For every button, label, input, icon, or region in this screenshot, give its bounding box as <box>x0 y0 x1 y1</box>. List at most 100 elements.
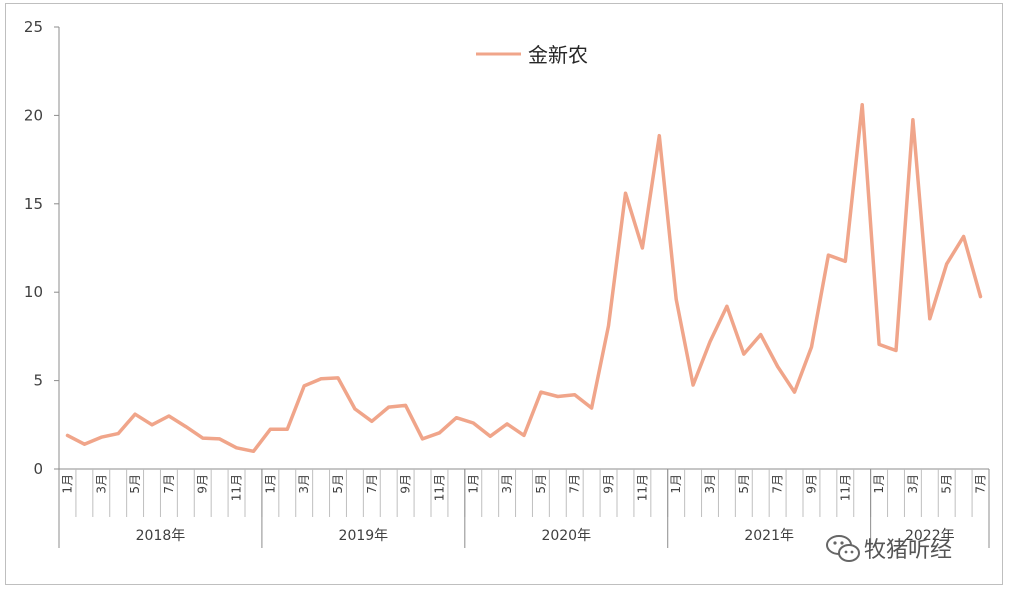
x-tick-label: 9月 <box>399 474 413 494</box>
data-point <box>167 414 171 418</box>
data-point <box>252 449 255 453</box>
data-point <box>556 395 560 398</box>
series-line <box>65 103 983 454</box>
x-tick-label: 7月 <box>771 474 785 494</box>
x-tick-label: 5月 <box>331 474 345 494</box>
data-point <box>539 390 543 394</box>
x-tick-label: 11月 <box>432 474 446 501</box>
data-point <box>911 118 915 122</box>
data-point <box>302 384 306 388</box>
data-point <box>82 442 86 446</box>
data-point <box>99 435 103 439</box>
data-point <box>810 345 813 349</box>
y-tick-label: 0 <box>33 460 43 478</box>
data-point <box>116 432 120 436</box>
year-label: 2021年 <box>744 528 794 544</box>
data-point <box>133 412 137 416</box>
data-point <box>590 406 594 410</box>
data-point <box>150 423 154 427</box>
year-label: 2019年 <box>339 528 389 544</box>
data-point <box>201 436 205 440</box>
x-tick-label: 1月 <box>466 474 480 494</box>
data-point <box>607 324 610 328</box>
data-point <box>708 340 712 344</box>
data-point <box>945 262 949 266</box>
x-tick-label: 3月 <box>500 474 514 494</box>
data-point <box>928 317 932 321</box>
data-point <box>319 377 323 381</box>
x-tick-label: 5月 <box>128 474 142 494</box>
x-tick-label: 1月 <box>872 474 886 494</box>
data-point <box>793 390 796 394</box>
data-point <box>404 403 408 407</box>
data-point <box>268 427 272 431</box>
x-tick-label: 3月 <box>906 474 920 494</box>
data-point <box>235 446 238 450</box>
data-point <box>471 421 475 425</box>
data-point <box>826 253 830 257</box>
x-tick-label: 1月 <box>669 474 683 494</box>
y-tick-label: 10 <box>24 283 43 301</box>
data-point <box>860 103 864 107</box>
data-point <box>979 295 982 299</box>
x-tick-label: 3月 <box>703 474 717 494</box>
x-tick-label: 1月 <box>60 474 74 494</box>
data-point <box>66 433 69 437</box>
x-tick-label: 3月 <box>94 474 108 494</box>
data-point <box>725 304 729 308</box>
data-point <box>657 134 661 138</box>
x-tick-label: 9月 <box>804 474 818 494</box>
data-point <box>505 422 509 426</box>
series-layer <box>65 103 983 454</box>
x-tick-label: 5月 <box>534 474 548 494</box>
data-point <box>573 393 577 397</box>
data-point <box>877 342 881 346</box>
x-axis: 1月 3月 5月 7月 9月 11月 1月 3月 5月 7月 9月 11月 1月 3月 5月 7月 9月 11月 1… <box>58 468 990 548</box>
y-tick-label: 15 <box>24 195 43 213</box>
data-point <box>353 407 357 411</box>
data-point <box>776 365 780 368</box>
year-label: 2020年 <box>541 528 591 544</box>
x-tick-label: 7月 <box>162 474 176 494</box>
x-tick-label: 1月 <box>263 474 277 494</box>
x-tick-label: 3月 <box>297 474 311 494</box>
y-tick-label: 25 <box>24 18 43 36</box>
data-point <box>285 427 289 431</box>
data-point <box>640 246 644 250</box>
y-axis: 0 5 10 15 20 25 <box>24 18 60 478</box>
legend: 金新农 <box>476 43 588 67</box>
data-point <box>336 376 340 380</box>
x-tick-label: 9月 <box>196 474 210 494</box>
data-point <box>962 235 966 238</box>
watermark-text: 牧猪听经 <box>864 538 952 563</box>
data-point <box>894 349 898 352</box>
data-point <box>674 297 678 301</box>
year-label: 2022年 <box>905 528 955 544</box>
x-tick-label: 9月 <box>602 474 616 494</box>
data-point <box>454 416 458 420</box>
data-point <box>387 405 391 409</box>
wechat-icon <box>826 535 860 562</box>
data-point <box>843 259 847 263</box>
watermark: 牧猪听经 <box>826 535 952 563</box>
y-tick-label: 5 <box>33 372 43 390</box>
data-point <box>421 437 424 441</box>
year-label: 2018年 <box>136 528 186 544</box>
x-tick-label: 11月 <box>635 474 649 501</box>
data-point <box>624 191 627 195</box>
data-point <box>438 431 441 435</box>
data-point <box>184 425 188 429</box>
data-point <box>691 383 695 387</box>
x-tick-label: 11月 <box>230 474 244 501</box>
data-point <box>742 352 746 356</box>
x-tick-label: 5月 <box>737 474 751 494</box>
data-point <box>522 433 526 437</box>
data-point <box>488 434 492 438</box>
x-tick-label: 7月 <box>365 474 379 494</box>
x-tick-label: 11月 <box>838 474 852 501</box>
x-tick-label: 7月 <box>974 474 988 494</box>
x-tick-label: 5月 <box>940 474 954 494</box>
x-tick-label: 7月 <box>568 474 582 494</box>
data-point <box>759 333 763 337</box>
